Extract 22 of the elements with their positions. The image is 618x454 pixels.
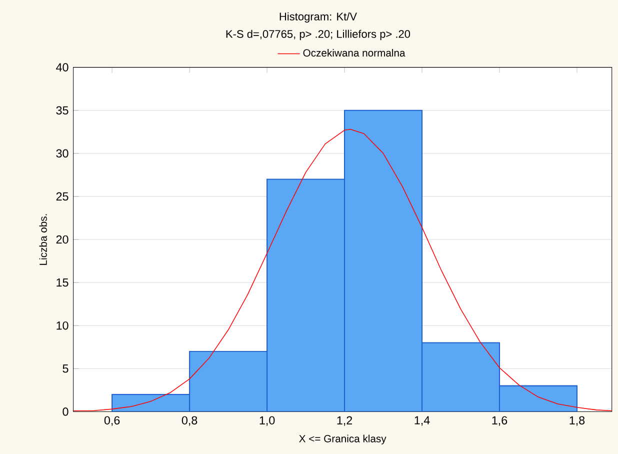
chart-subtitle: K-S d=,07765, p> .20; Lilliefors p> .20 [226,30,410,40]
y-tick-label: 35 [56,106,68,114]
x-tick-label: 0,8 [182,416,198,426]
x-tick-label: 1,0 [260,416,275,426]
x-axis-title: X <= Granica klasy [299,434,386,444]
y-axis-title: Liczba obs. [39,214,47,265]
y-tick-label: 10 [56,321,68,330]
x-tick-label: 1,6 [492,416,508,426]
y-tick-label: 5 [62,364,68,372]
x-tick-label: 1,4 [414,416,430,426]
x-tick-label: 1,8 [570,416,585,426]
x-tick-label: 0,6 [104,416,120,426]
y-tick-label: 25 [56,192,68,200]
chart-title: Histogram: Kt/V [280,12,357,22]
y-tick-label: 40 [56,62,68,72]
y-tick-label: 20 [56,235,68,244]
y-tick-label: 30 [56,149,68,158]
y-tick-label: 0 [62,407,68,416]
legend-label: Oczekiwana normalna [303,48,406,56]
x-tick-label: 1,2 [337,416,352,426]
y-tick-label: 15 [56,278,68,286]
line-series [73,128,612,411]
